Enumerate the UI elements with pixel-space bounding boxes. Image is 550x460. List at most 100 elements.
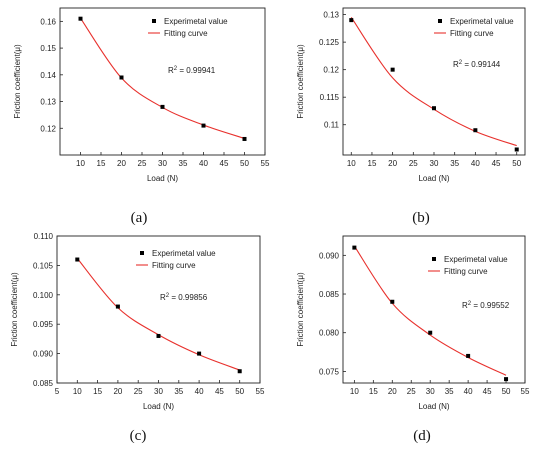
- data-point: [514, 147, 519, 152]
- y-tick-label: 0.085: [33, 379, 54, 388]
- x-tick-label: 55: [521, 387, 530, 396]
- y-tick-label: 0.16: [40, 17, 56, 26]
- plot-frame: [56, 235, 261, 384]
- x-tick-label: 10: [73, 387, 82, 396]
- legend-label-experimental: Experimetal value: [450, 17, 514, 26]
- fitting-curve-line: [76, 257, 240, 371]
- plot-frame: [342, 235, 526, 384]
- y-axis-label: Friction coefficient(μ): [296, 272, 305, 347]
- r-squared-symbol: R: [168, 66, 174, 75]
- legend-label-experimental: Experimetal value: [164, 17, 228, 26]
- r-squared-symbol: R: [160, 293, 166, 302]
- r-squared-exponent: 2: [468, 301, 472, 307]
- y-tick-label: 0.105: [33, 261, 54, 270]
- r-squared-symbol: R: [453, 60, 459, 69]
- r-squared-value: = 0.99856: [169, 293, 208, 302]
- x-tick-label: 55: [256, 387, 265, 396]
- r-squared-exponent: 2: [166, 293, 170, 299]
- x-tick-label: 45: [492, 159, 501, 168]
- x-tick-label: 40: [464, 387, 473, 396]
- x-tick-label: 5: [55, 387, 60, 396]
- chart-panel-4: 10 15 20 25 30 35 40 45 50 55 0.075 0.080 0.085 0.090…: [296, 235, 530, 444]
- x-tick-label: 35: [445, 387, 454, 396]
- y-tick-label: 0.125: [319, 38, 340, 47]
- y-axis-label: Friction coefficient(μ): [10, 272, 19, 347]
- panel-label: (a): [131, 210, 148, 226]
- x-tick-label: 40: [471, 159, 480, 168]
- plot-frame: [59, 7, 266, 156]
- legend-label-experimental: Experimetal value: [152, 249, 216, 258]
- x-tick-label: 10: [76, 159, 85, 168]
- x-tick-label: 25: [409, 159, 418, 168]
- legend-label-fitting: Fitting curve: [152, 261, 196, 270]
- x-axis-label: Load (N): [418, 174, 449, 183]
- r-squared-exponent: 2: [459, 60, 463, 66]
- data-point: [473, 128, 478, 133]
- y-tick-label: 0.100: [33, 291, 54, 300]
- y-tick-label: 0.11: [324, 121, 340, 130]
- r-squared-value: = 0.99552: [471, 301, 510, 310]
- x-tick-label: 50: [512, 159, 521, 168]
- data-point: [390, 67, 395, 72]
- x-tick-label: 30: [426, 387, 435, 396]
- x-tick-label: 10: [347, 159, 356, 168]
- y-tick-label: 0.115: [320, 93, 340, 102]
- data-point: [119, 75, 124, 80]
- chart-panel-3: 5 10 15 20 25 30 35 40 45 50 55 0.085 0.090 0.095 0.10…: [10, 232, 265, 444]
- data-point: [504, 377, 509, 382]
- x-tick-label: 35: [174, 387, 183, 396]
- y-tick-label: 0.075: [319, 367, 340, 376]
- x-tick-label: 35: [179, 159, 188, 168]
- y-tick-label: 0.14: [40, 71, 56, 80]
- chart-panel-2: 10 15 20 25 30 35 40 45 50 0.11 0.115 0.12 0.125 0.13…: [296, 7, 526, 226]
- r-squared-annotation: R2 = 0.99144: [453, 60, 501, 69]
- legend-label-fitting: Fitting curve: [444, 267, 488, 276]
- data-point: [115, 304, 120, 309]
- data-point: [197, 351, 202, 356]
- x-tick-label: 45: [215, 387, 224, 396]
- data-point: [75, 257, 80, 262]
- legend-marker-experimental: [152, 19, 156, 23]
- y-axis-label: Friction coefficient(μ): [13, 44, 22, 119]
- y-tick-label: 0.13: [40, 98, 56, 107]
- data-point: [242, 136, 247, 141]
- fitting-curve-line: [80, 17, 245, 139]
- y-tick-label: 0.090: [33, 350, 54, 359]
- data-point: [78, 16, 83, 21]
- y-tick-label: 0.15: [40, 44, 56, 53]
- fitting-curve-line: [353, 245, 507, 376]
- y-tick-label: 0.095: [33, 320, 54, 329]
- data-point: [156, 333, 161, 338]
- x-tick-label: 15: [93, 387, 102, 396]
- data-point: [428, 330, 433, 335]
- panel-label: (b): [412, 210, 430, 226]
- y-tick-label: 0.12: [40, 124, 56, 133]
- y-tick-label: 0.110: [34, 232, 54, 241]
- x-tick-label: 50: [502, 387, 511, 396]
- data-point: [349, 18, 354, 23]
- y-tick-label: 0.13: [323, 11, 339, 20]
- x-tick-label: 25: [134, 387, 143, 396]
- y-tick-label: 0.12: [323, 66, 339, 75]
- legend-marker-experimental: [140, 251, 144, 255]
- x-tick-label: 15: [97, 159, 106, 168]
- legend-marker-experimental: [438, 19, 442, 23]
- x-tick-label: 50: [240, 159, 249, 168]
- chart-panel-1: 10 15 20 25 30 35 40 45 50 55 0.12 0.13 0.14 0.15 0.16…: [13, 7, 270, 226]
- legend-label-experimental: Experimetal value: [444, 255, 508, 264]
- legend-marker-experimental: [432, 257, 436, 261]
- r-squared-annotation: R2 = 0.99856: [160, 293, 208, 302]
- x-tick-label: 30: [430, 159, 439, 168]
- data-point: [466, 353, 471, 358]
- y-tick-label: 0.085: [319, 290, 340, 299]
- y-tick-label: 0.080: [319, 329, 340, 338]
- y-tick-label: 0.090: [319, 251, 340, 260]
- x-tick-label: 35: [450, 159, 459, 168]
- x-tick-label: 20: [117, 159, 126, 168]
- r-squared-symbol: R: [462, 301, 468, 310]
- data-point: [352, 245, 357, 250]
- x-tick-label: 10: [350, 387, 359, 396]
- x-tick-label: 45: [483, 387, 492, 396]
- plot-frame: [342, 7, 526, 156]
